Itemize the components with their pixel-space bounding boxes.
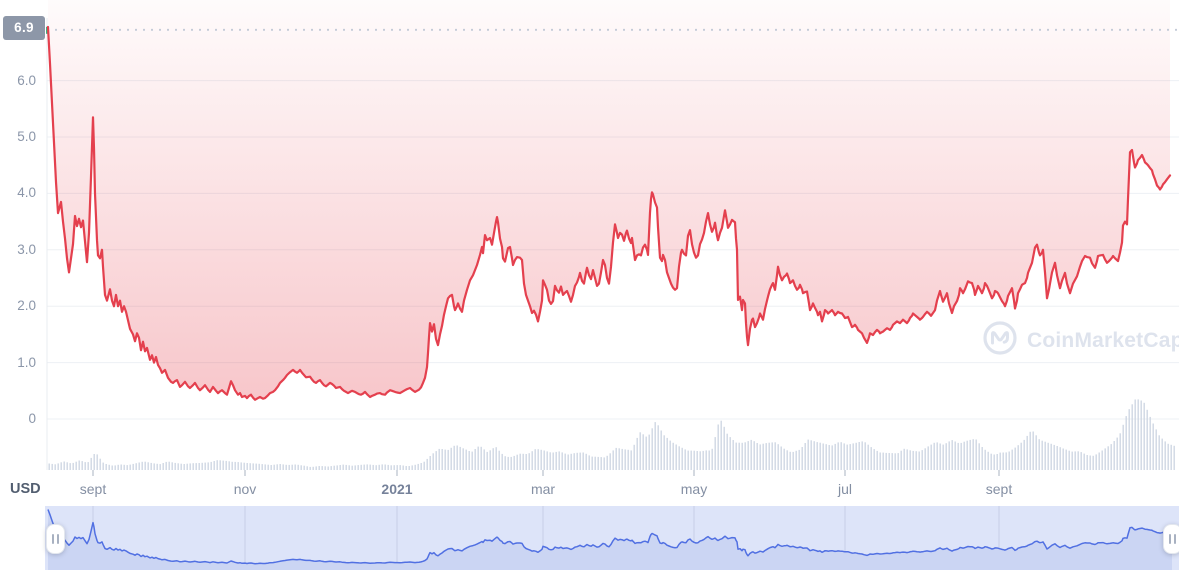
grip-icon: [1169, 534, 1171, 544]
y-axis-label: 4.0: [17, 185, 36, 200]
x-axis-label: sept: [79, 481, 107, 497]
coinmarketcap-watermark: CoinMarketCap: [982, 320, 1179, 361]
navigator-minichart[interactable]: [0, 506, 1179, 574]
y-axis-label: 3.0: [17, 242, 36, 257]
y-axis-label: 5.0: [17, 129, 36, 144]
price-chart-svg: [46, 0, 1179, 476]
y-axis-label: 2.0: [17, 298, 36, 313]
watermark-text: CoinMarketCap: [1027, 328, 1179, 352]
currency-axis-label: USD: [10, 481, 41, 497]
x-axis-label: sept: [985, 481, 1013, 497]
x-axis-label: jul: [837, 481, 852, 497]
grip-icon: [57, 534, 59, 544]
y-axis-label: 1.0: [17, 355, 36, 370]
y-axis-label: 0: [28, 411, 36, 426]
main-chart-area[interactable]: [0, 0, 1179, 500]
x-axis-label: nov: [233, 481, 257, 497]
navigator-svg: [45, 506, 1179, 570]
grip-icon: [52, 534, 54, 544]
navigator-right-handle[interactable]: [1163, 524, 1179, 554]
x-axis-label: 2021: [381, 481, 413, 497]
grip-icon: [1174, 534, 1176, 544]
ath-price-badge: 6.9: [3, 16, 45, 40]
x-axis-label: mar: [530, 481, 556, 497]
y-axis-label: 6.0: [17, 73, 36, 88]
navigator-left-handle[interactable]: [46, 524, 65, 554]
coinmarketcap-logo-icon: [982, 320, 1018, 361]
x-axis-label: may: [680, 481, 708, 497]
